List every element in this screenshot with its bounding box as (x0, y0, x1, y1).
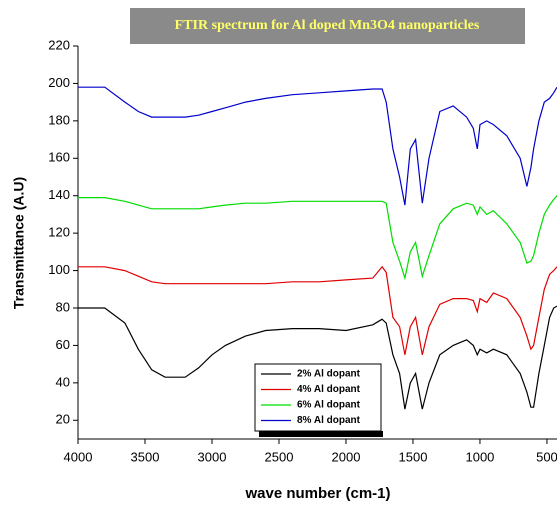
data-line (78, 265, 557, 355)
y-tick-label: 100 (48, 262, 70, 277)
legend-label: 6% Al dopant (297, 400, 361, 411)
y-tick-label: 60 (56, 337, 70, 352)
data-line (78, 195, 557, 281)
legend-shadow (259, 431, 383, 437)
legend-label: 2% Al dopant (297, 369, 361, 380)
y-axis-label: Transmittance (A.U) (11, 177, 27, 309)
x-tick-label: 3000 (198, 449, 227, 464)
x-tick-label: 500 (536, 449, 557, 464)
data-line (78, 305, 557, 410)
y-tick-label: 80 (56, 299, 70, 314)
y-tick-label: 20 (56, 412, 70, 427)
data-line (78, 86, 557, 206)
y-tick-label: 180 (48, 112, 70, 127)
title-box (130, 8, 525, 44)
y-tick-label: 40 (56, 374, 70, 389)
y-tick-label: 220 (48, 37, 70, 52)
x-tick-label: 2500 (265, 449, 294, 464)
x-tick-label: 4000 (64, 449, 93, 464)
x-tick-label: 3500 (131, 449, 160, 464)
y-tick-label: 160 (48, 150, 70, 165)
x-axis-label: wave number (cm-1) (244, 485, 390, 502)
y-tick-label: 120 (48, 225, 70, 240)
legend (254, 363, 382, 432)
x-tick-label: 1500 (399, 449, 428, 464)
chart-title: FTIR spectrum for Al doped Mn3O4 nanopar… (175, 18, 480, 33)
x-tick-label: 2000 (332, 449, 361, 464)
legend-label: 8% Al dopant (297, 415, 361, 426)
legend-label: 4% Al dopant (297, 384, 361, 395)
y-tick-label: 140 (48, 187, 70, 202)
y-tick-label: 200 (48, 75, 70, 90)
x-tick-label: 1000 (465, 449, 494, 464)
